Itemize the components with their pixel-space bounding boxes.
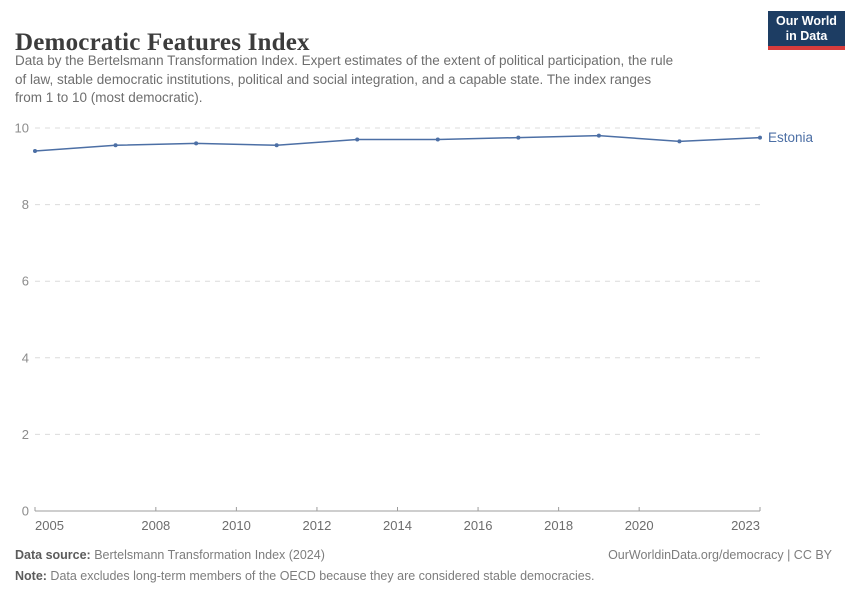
y-axis-label-0: 0 <box>22 504 29 519</box>
footer-note-row: Note: Data excludes long-term members of… <box>15 569 832 583</box>
data-point-estonia-2005[interactable] <box>33 148 37 153</box>
series-label-estonia[interactable]: Estonia <box>768 130 814 145</box>
data-point-estonia-2013[interactable] <box>355 137 360 142</box>
owid-logo-line2: in Data <box>785 28 828 43</box>
x-axis-label-2016: 2016 <box>464 518 493 533</box>
data-point-estonia-2009[interactable] <box>194 141 199 146</box>
owid-logo-line1: Our World <box>776 13 837 28</box>
x-axis-label-2023: 2023 <box>731 518 760 533</box>
owid-logo[interactable]: Our World in Data <box>768 11 845 50</box>
data-point-estonia-2021[interactable] <box>677 139 682 144</box>
footer-source-row: OurWorldinData.org/democracy | CC BY Dat… <box>15 548 832 562</box>
data-point-estonia-2023[interactable] <box>758 135 762 140</box>
subtitle-line: Data by the Bertelsmann Transformation I… <box>15 53 674 68</box>
chart-svg: 0 2 4 6 8 10 2005 2008 2010 2012 2014 2016 2018 2020 2… <box>15 121 814 534</box>
y-axis-label-6: 6 <box>22 274 29 289</box>
y-axis-label-10: 10 <box>15 121 29 136</box>
plot-line-estonia[interactable] <box>34 134 761 152</box>
chart-subtitle: Data by the Bertelsmann Transformation I… <box>15 52 673 108</box>
subtitle-line: of law, stable democratic institutions, … <box>15 71 652 87</box>
footer-source-text: Bertelsmann Transformation Index (2024) <box>90 548 325 562</box>
x-axis-label-2008: 2008 <box>141 518 170 533</box>
page-title: Democratic Features Index <box>15 28 310 56</box>
subtitle-line: from 1 to 10 (most democratic). <box>15 90 203 105</box>
x-axis-label-2020: 2020 <box>625 518 654 533</box>
x-axis-label-2012: 2012 <box>302 518 331 533</box>
x-axis-label-2010: 2010 <box>222 518 251 533</box>
y-axis-label-2: 2 <box>22 427 29 442</box>
x-axis-label-2018: 2018 <box>544 518 573 533</box>
data-point-estonia-2017[interactable] <box>516 135 521 140</box>
data-point-estonia-2015[interactable] <box>435 137 440 142</box>
data-point-estonia-2007[interactable] <box>113 143 118 148</box>
footer-note-label: Note: <box>15 569 47 583</box>
data-point-estonia-2011[interactable] <box>274 143 279 148</box>
x-axis-label-2014: 2014 <box>383 518 412 533</box>
y-axis-label-4: 4 <box>22 350 29 365</box>
y-axis-label-8: 8 <box>22 197 29 212</box>
x-axis-label-2005: 2005 <box>35 518 64 533</box>
footer-source-label: Data source: <box>15 548 91 562</box>
footer-license-link[interactable]: OurWorldinData.org/democracy | CC BY <box>608 548 832 562</box>
footer-note-text: Data excludes long-term members of the O… <box>46 569 595 583</box>
data-point-estonia-2019[interactable] <box>596 133 601 138</box>
